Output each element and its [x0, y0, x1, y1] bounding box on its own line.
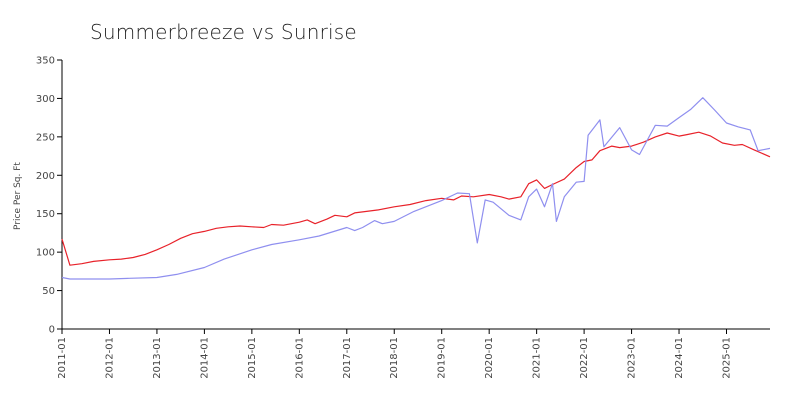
- x-tick-label: 2012-01: [104, 337, 115, 379]
- y-tick-label: 200: [36, 171, 55, 182]
- y-tick-label: 0: [49, 325, 55, 336]
- y-tick-label: 150: [36, 209, 55, 220]
- x-tick-label: 2016-01: [294, 337, 305, 379]
- x-tick-label: 2025-01: [721, 337, 732, 379]
- x-tick-label: 2013-01: [152, 337, 163, 379]
- x-tick-label: 2014-01: [199, 337, 210, 379]
- x-tick-label: 2019-01: [437, 337, 448, 379]
- x-tick-label: 2024-01: [674, 337, 685, 379]
- y-tick-label: 100: [36, 248, 55, 259]
- chart-title: Summerbreeze vs Sunrise: [90, 20, 357, 44]
- x-tick-label: 2015-01: [247, 337, 258, 379]
- y-tick-label: 350: [36, 56, 55, 67]
- series-line-1: [61, 131, 771, 266]
- x-tick-label: 2011-01: [57, 337, 68, 379]
- y-tick-label: 250: [36, 132, 55, 143]
- y-tick-label: 300: [36, 94, 55, 105]
- x-tick-label: 2017-01: [342, 337, 353, 379]
- x-tick-label: 2023-01: [627, 337, 638, 379]
- x-tick-label: 2020-01: [484, 337, 495, 379]
- y-tick-label: 50: [42, 286, 55, 297]
- x-tick-label: 2022-01: [579, 337, 590, 379]
- series-line-2: [61, 97, 771, 280]
- x-tick-label: 2021-01: [532, 337, 543, 379]
- x-tick-label: 2018-01: [389, 337, 400, 379]
